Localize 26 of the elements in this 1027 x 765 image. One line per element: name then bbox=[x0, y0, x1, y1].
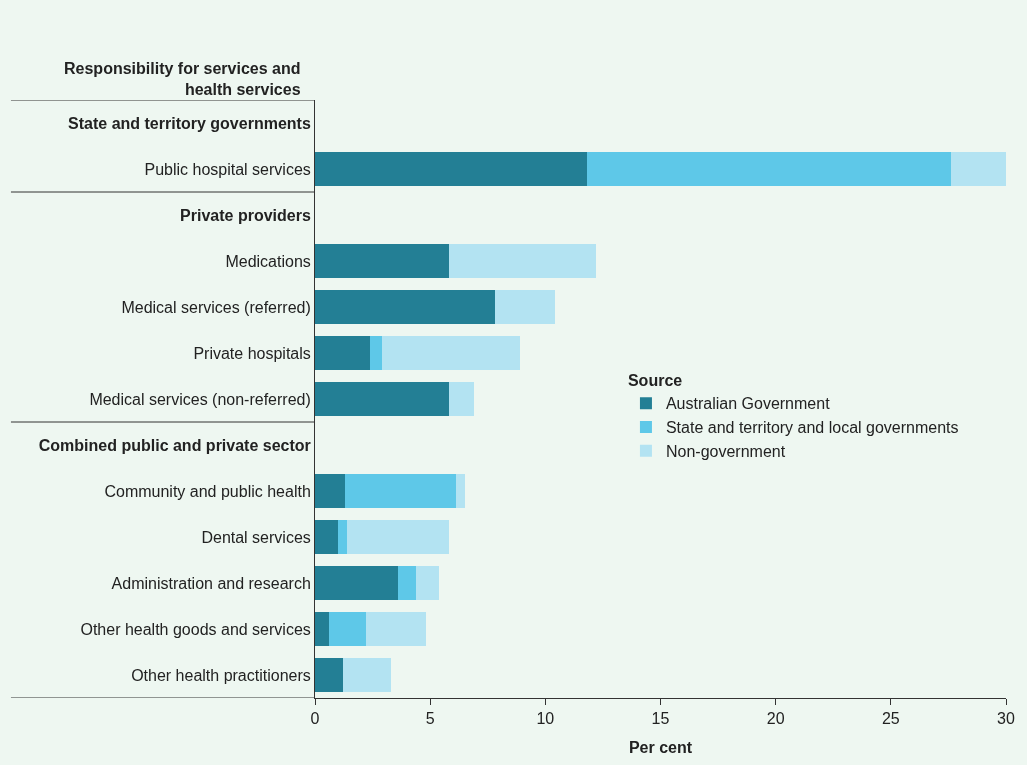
y-tick-label: Medical services (referred) bbox=[121, 298, 311, 316]
x-tick-label: 0 bbox=[310, 710, 320, 728]
x-tick-label: 5 bbox=[425, 710, 435, 728]
x-axis-title: Per cent bbox=[628, 738, 693, 756]
y-tick-label: Administration and research bbox=[111, 574, 311, 592]
legend-title: Source bbox=[627, 372, 683, 390]
y-tick-label: Combined public and private sector bbox=[38, 436, 311, 454]
y-tick-label: Other health goods and services bbox=[80, 620, 311, 638]
legend-label: Australian Government bbox=[665, 395, 831, 413]
y-tick-label: Community and public health bbox=[104, 482, 311, 500]
y-tick-label: Medications bbox=[225, 252, 311, 270]
x-tick-label: 10 bbox=[536, 710, 555, 728]
x-tick-label: 15 bbox=[651, 710, 670, 728]
y-tick-label: State and territory governments bbox=[68, 114, 311, 132]
y-axis-title: Responsibility for services and health services bbox=[64, 60, 301, 98]
x-tick-label: 25 bbox=[881, 710, 900, 728]
y-tick-label: Medical services (non-referred) bbox=[89, 390, 311, 408]
legend-label: State and territory and local governments bbox=[665, 419, 959, 437]
y-tick-label: Private hospitals bbox=[193, 344, 311, 362]
y-tick-label: Dental services bbox=[201, 528, 311, 546]
y-tick-label: Other health practitioners bbox=[131, 666, 311, 684]
x-tick-label: 30 bbox=[997, 710, 1015, 728]
y-tick-label: Private providers bbox=[180, 206, 311, 224]
y-tick-label: Public hospital services bbox=[144, 160, 311, 178]
legend-label: Non-government bbox=[665, 442, 786, 460]
x-tick-label: 20 bbox=[766, 710, 785, 728]
